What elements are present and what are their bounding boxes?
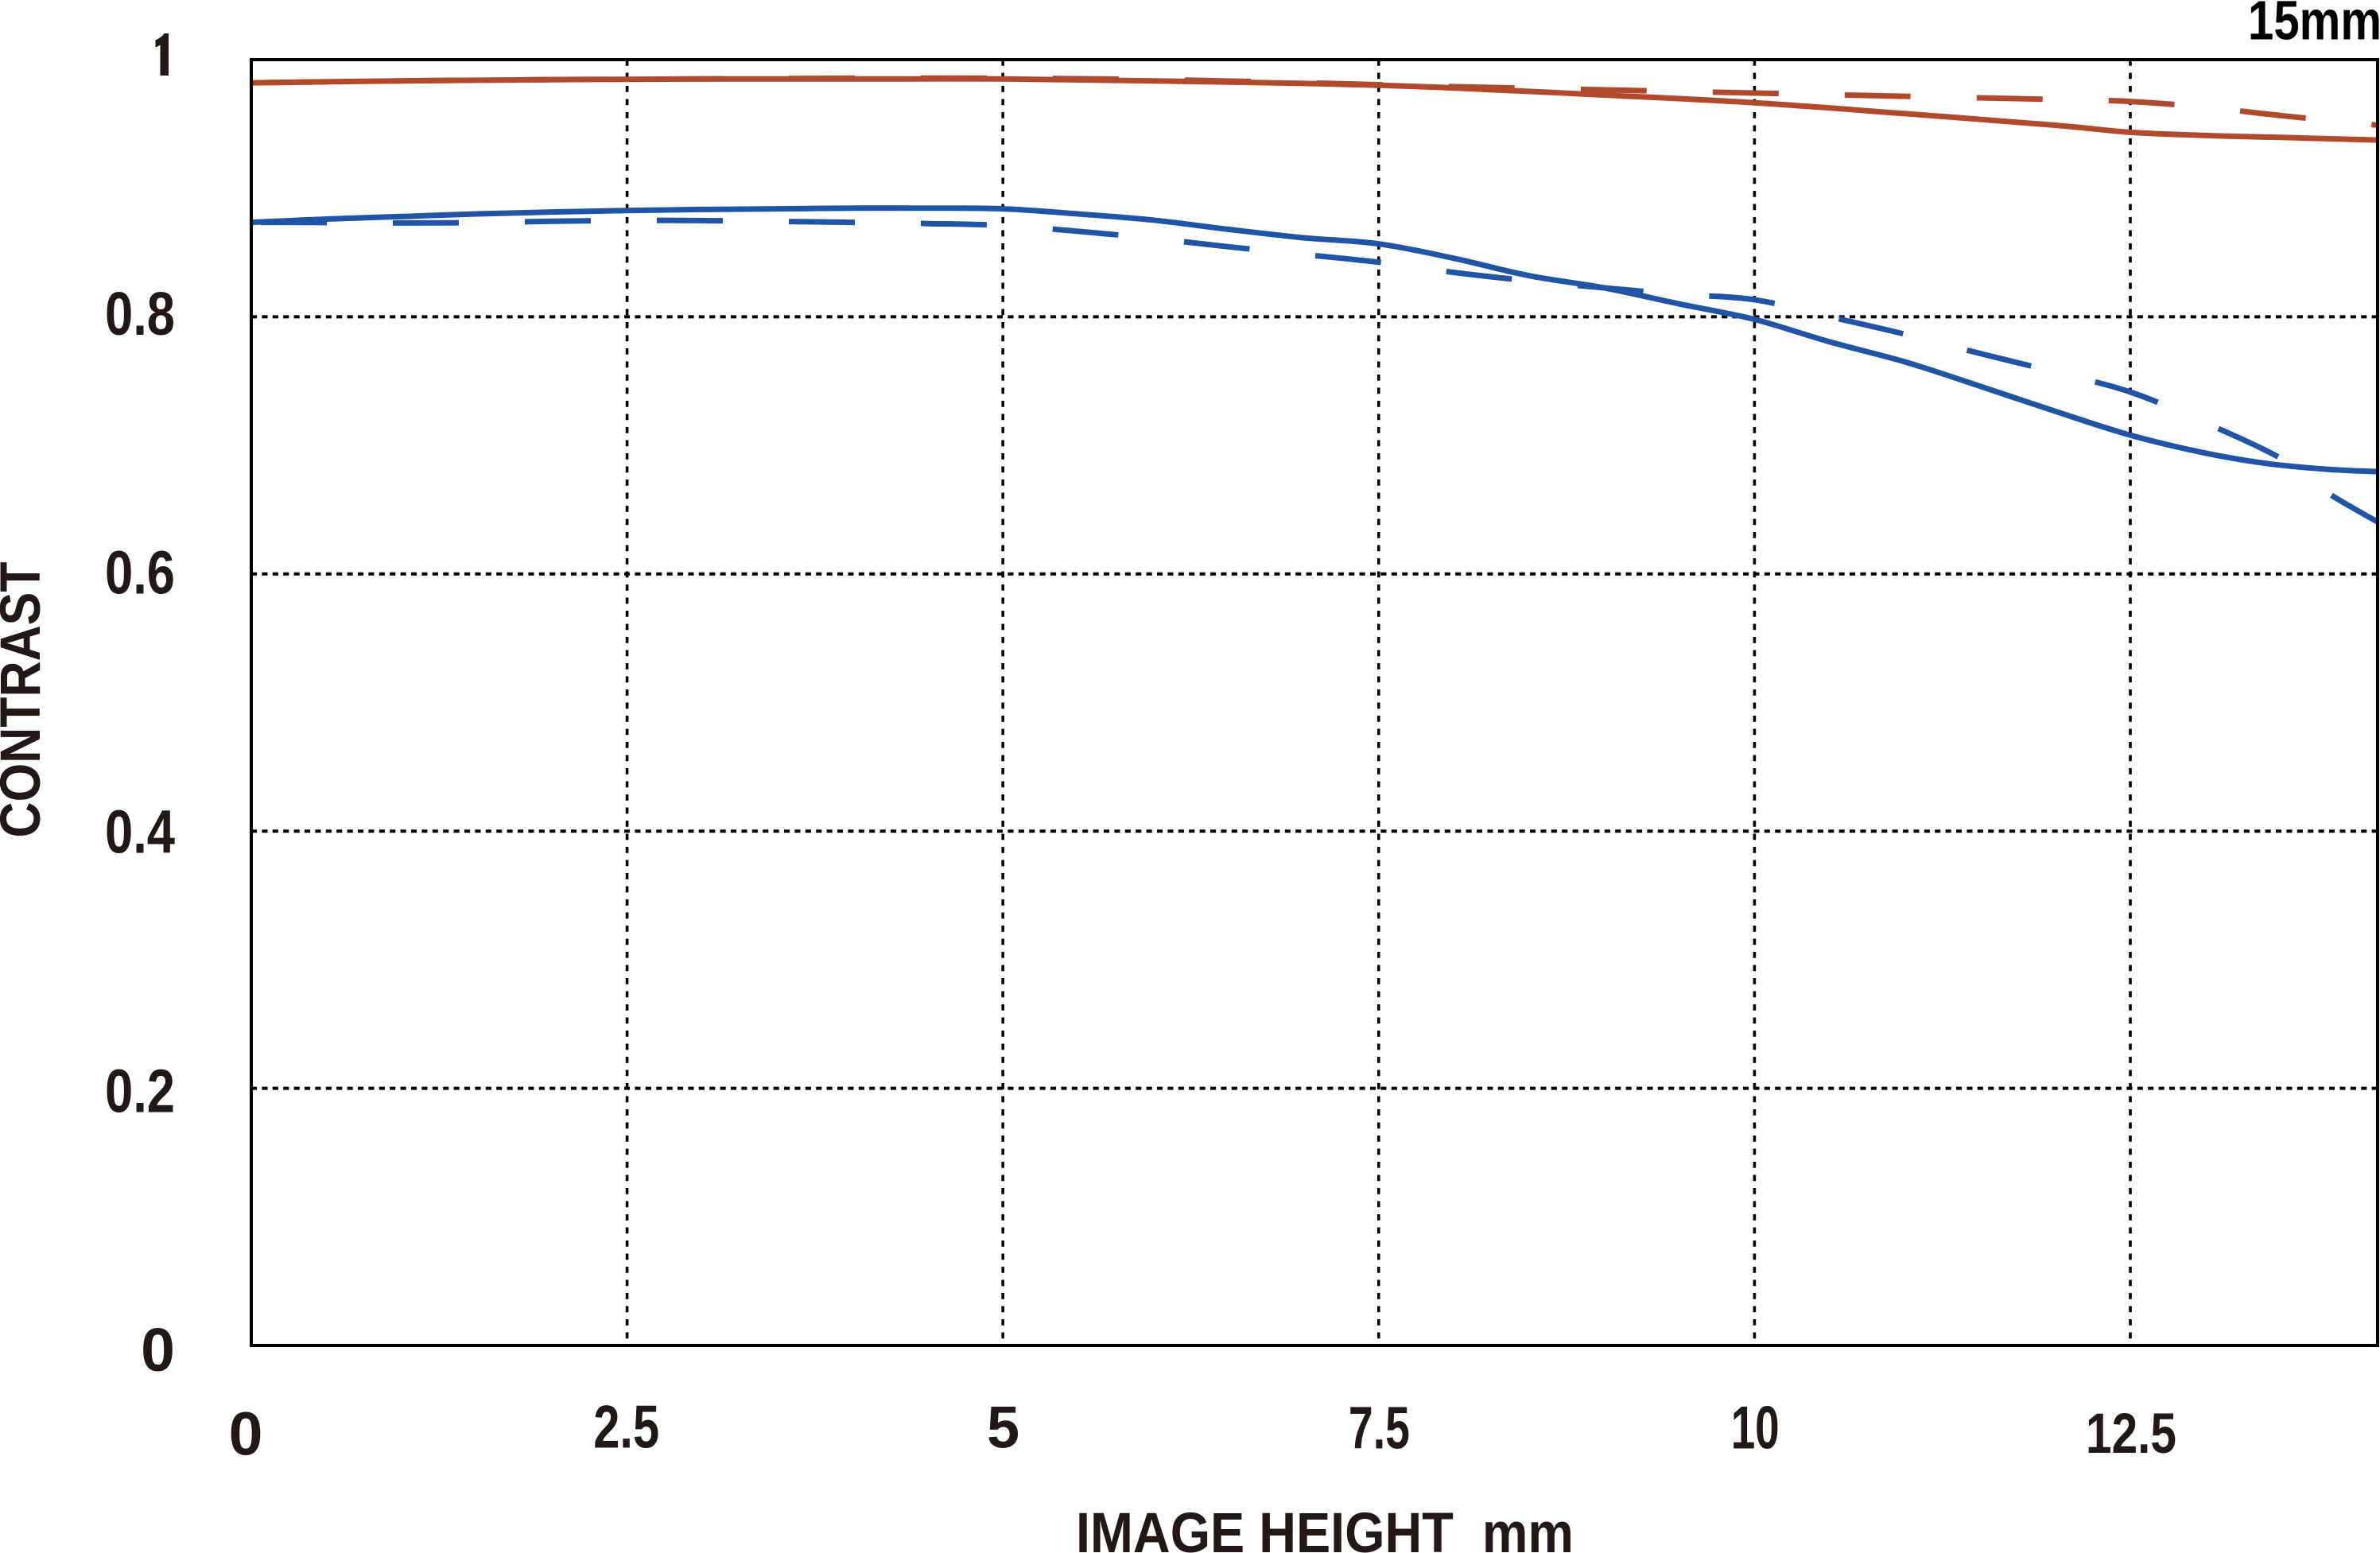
svg-text:7.5: 7.5 (1349, 1395, 1410, 1462)
svg-text:IMAGE HEIGHT mm: IMAGE HEIGHT mm (1076, 1502, 1574, 1553)
svg-text:5: 5 (987, 1395, 1019, 1461)
svg-text:12.5: 12.5 (2086, 1403, 2176, 1466)
svg-text:10: 10 (1731, 1395, 1780, 1462)
svg-text:15mm: 15mm (2248, 0, 2380, 52)
svg-text:0.2: 0.2 (105, 1057, 175, 1125)
svg-text:0.6: 0.6 (105, 539, 175, 608)
svg-text:0.4: 0.4 (105, 798, 175, 867)
svg-text:0: 0 (229, 1400, 263, 1469)
svg-text:2.5: 2.5 (593, 1394, 659, 1462)
svg-text:0: 0 (141, 1316, 175, 1384)
svg-text:CONTRAST: CONTRAST (0, 562, 52, 838)
svg-text:0.8: 0.8 (105, 280, 175, 348)
